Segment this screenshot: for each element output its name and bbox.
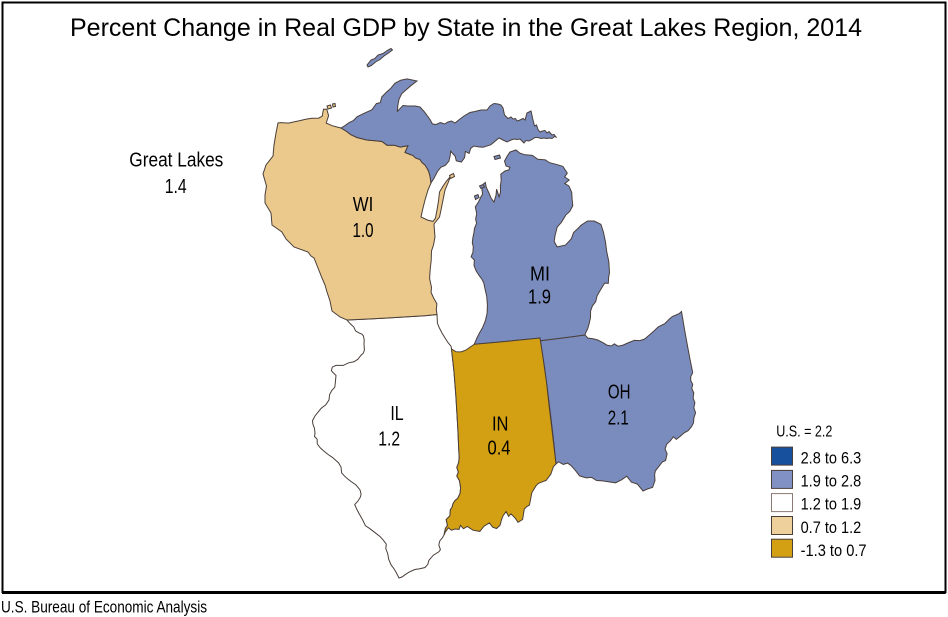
svg-text:WI: WI bbox=[353, 193, 374, 216]
svg-text:Percent Change in Real GDP by: Percent Change in Real GDP by State in t… bbox=[70, 14, 862, 42]
svg-text:1.4: 1.4 bbox=[165, 175, 187, 198]
svg-text:MI: MI bbox=[530, 262, 550, 285]
svg-text:-1.3 to 0.7: -1.3 to 0.7 bbox=[801, 541, 867, 560]
svg-text:U.S. = 2.2: U.S. = 2.2 bbox=[776, 424, 832, 441]
svg-text:1.9: 1.9 bbox=[528, 286, 551, 309]
svg-text:1.0: 1.0 bbox=[353, 219, 374, 242]
svg-text:IL: IL bbox=[390, 402, 403, 425]
svg-text:OH: OH bbox=[608, 381, 631, 404]
svg-text:1.9 to 2.8: 1.9 to 2.8 bbox=[801, 472, 862, 491]
svg-text:0.7 to 1.2: 0.7 to 1.2 bbox=[801, 518, 862, 537]
svg-text:IN: IN bbox=[492, 412, 509, 435]
svg-text:1.2: 1.2 bbox=[378, 427, 400, 450]
svg-text:Great Lakes: Great Lakes bbox=[129, 149, 223, 172]
svg-text:U.S. Bureau of Economic Analys: U.S. Bureau of Economic Analysis bbox=[1, 599, 207, 617]
svg-text:2.8 to 6.3: 2.8 to 6.3 bbox=[801, 449, 862, 468]
svg-text:0.4: 0.4 bbox=[488, 437, 511, 460]
svg-text:2.1: 2.1 bbox=[608, 407, 629, 430]
svg-text:1.2 to 1.9: 1.2 to 1.9 bbox=[801, 495, 862, 514]
